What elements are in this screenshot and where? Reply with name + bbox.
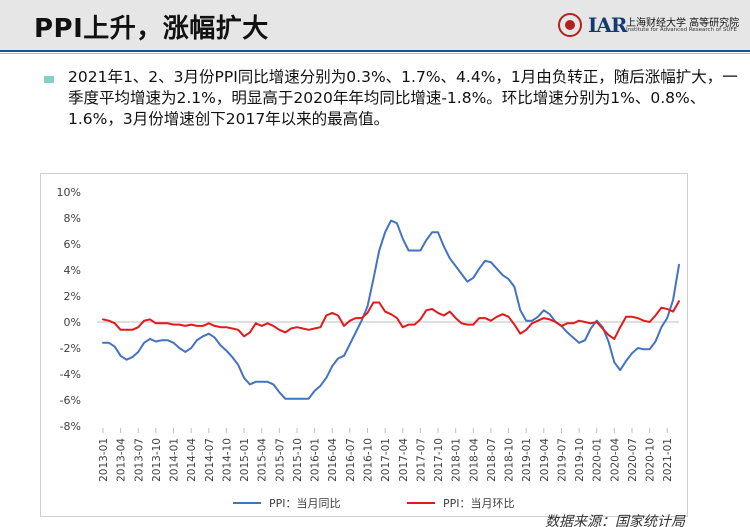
header-rule-thin — [0, 53, 750, 54]
x-tick-label: 2016-10 — [362, 438, 374, 482]
x-tick-label: 2020-07 — [627, 438, 639, 482]
x-tick-label: 2016-07 — [345, 438, 357, 482]
institute-logo: IAR 上海财经大学 高等研究院 Institute for Advanced … — [558, 13, 740, 39]
x-tick-label: 2018-04 — [468, 438, 480, 482]
y-tick-label: -6% — [60, 394, 81, 407]
y-tick-label: -8% — [60, 420, 81, 433]
chart-frame: -8% -6% -4% -2% 0% 2% 4% 6% 8% 10% 2013-01 2013-04 2… — [40, 173, 688, 517]
y-tick-label: 6% — [64, 238, 81, 251]
logo-cn-text: 上海财经大学 高等研究院 — [626, 18, 740, 29]
header-bar — [0, 0, 750, 50]
summary-text: 2021年1、2、3月份PPI同比增速分别为0.3%、1.7%、4.4%，1月由… — [68, 68, 738, 128]
x-tick-label: 2017-10 — [433, 438, 445, 482]
x-tick-label: 2020-10 — [645, 438, 657, 482]
university-seal-icon — [558, 13, 582, 37]
x-tick-label: 2015-01 — [239, 438, 251, 482]
x-tick-label: 2021-01 — [662, 438, 674, 482]
x-tick-label: 2019-07 — [556, 438, 568, 482]
legend-label: PPI：当月环比 — [443, 496, 515, 510]
x-tick-label: 2017-07 — [415, 438, 427, 482]
x-tick-label: 2015-10 — [292, 438, 304, 482]
x-tick-label: 2020-04 — [609, 438, 621, 482]
logo-mark: IAR — [588, 13, 627, 37]
x-tick-label: 2019-01 — [521, 438, 533, 482]
y-tick-label: -4% — [60, 368, 81, 381]
y-tick-label: -2% — [60, 342, 81, 355]
x-tick-label: 2014-07 — [204, 438, 216, 482]
y-tick-label: 8% — [64, 212, 81, 225]
y-tick-label: 10% — [57, 186, 81, 199]
page-title: PPI上升，涨幅扩大 — [34, 14, 269, 44]
logo-en-text: Institute for Advanced Research of SUFE — [626, 27, 737, 33]
x-tick-label: 2016-04 — [327, 438, 339, 482]
ppi-line-chart: -8% -6% -4% -2% 0% 2% 4% 6% 8% 10% 2013-01 2013-04 2… — [57, 186, 680, 510]
x-tick-label: 2013-10 — [151, 438, 163, 482]
y-tick-label: 2% — [64, 290, 81, 303]
x-tick-label: 2014-01 — [169, 438, 181, 482]
x-tick-label: 2018-01 — [451, 438, 463, 482]
series-line-yoy — [102, 219, 680, 400]
header-rule — [0, 50, 750, 52]
x-tick-label: 2018-07 — [486, 438, 498, 482]
x-tick-label: 2014-10 — [221, 438, 233, 482]
series-line-mom — [102, 300, 680, 340]
x-tick-label: 2019-10 — [574, 438, 586, 482]
x-tick-label: 2015-04 — [257, 438, 269, 482]
x-tick-label: 2017-04 — [398, 438, 410, 482]
bullet-icon — [44, 76, 54, 83]
y-tick-label: 0% — [64, 316, 81, 329]
x-tick-label: 2014-04 — [186, 438, 198, 482]
x-tick-label: 2020-01 — [592, 438, 604, 482]
y-tick-label: 4% — [64, 264, 81, 277]
x-tick-label: 2017-01 — [380, 438, 392, 482]
x-tick-label: 2013-01 — [98, 438, 110, 482]
x-tick-label: 2015-07 — [274, 438, 286, 482]
x-tick-label: 2016-01 — [310, 438, 322, 482]
x-tick-label: 2018-10 — [504, 438, 516, 482]
x-tick-label: 2013-07 — [133, 438, 145, 482]
data-source-note: 数据来源：国家统计局 — [545, 514, 685, 527]
legend-label: PPI：当月同比 — [269, 496, 341, 510]
x-tick-label: 2013-04 — [116, 438, 128, 482]
x-tick-label: 2019-04 — [539, 438, 551, 482]
